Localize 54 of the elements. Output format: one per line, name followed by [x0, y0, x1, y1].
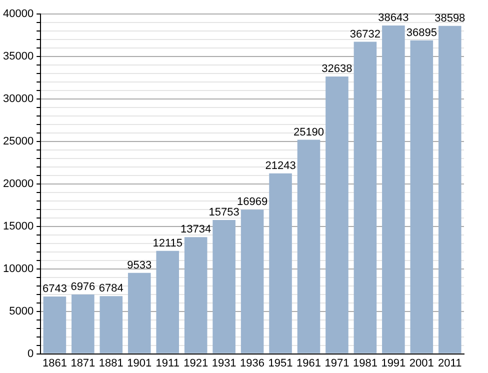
- y-tick-label: 25000: [2, 135, 34, 148]
- y-tick-label: 10000: [2, 262, 34, 275]
- x-tick-label: 1991: [381, 357, 406, 370]
- x-tick-label: 1931: [212, 357, 236, 370]
- bar: [326, 76, 348, 354]
- data-label: 6743: [42, 283, 67, 296]
- data-label: 25190: [293, 126, 324, 138]
- x-tick-label: 1971: [324, 357, 350, 370]
- bar: [184, 237, 208, 354]
- data-label: 38598: [434, 12, 466, 24]
- x-tick-label: 1861: [42, 357, 67, 370]
- bar: [269, 173, 292, 354]
- y-tick-label: 0: [27, 348, 34, 360]
- x-tick-label: 1951: [268, 357, 293, 370]
- bar: [240, 210, 264, 354]
- data-label: 13734: [180, 224, 212, 236]
- x-tick-label: 1911: [156, 357, 180, 370]
- bar: [43, 296, 66, 354]
- bar: [212, 220, 236, 354]
- x-tick-label: 1936: [240, 357, 265, 370]
- x-tick-label: 1961: [296, 357, 321, 370]
- bar: [382, 26, 405, 354]
- data-label: 36895: [406, 26, 437, 39]
- x-tick-label: 1901: [127, 357, 152, 370]
- bar: [297, 140, 320, 354]
- y-tick-label: 30000: [2, 92, 34, 105]
- bar: [410, 40, 434, 354]
- bar: [156, 250, 180, 354]
- y-tick-label: 15000: [2, 220, 34, 232]
- x-tick-label: 1921: [184, 357, 208, 370]
- y-tick-label: 35000: [2, 50, 34, 63]
- y-tick-label: 40000: [2, 8, 34, 20]
- x-tick-label: 1981: [352, 357, 378, 370]
- data-label: 38643: [378, 12, 409, 24]
- bar: [354, 42, 377, 354]
- data-label: 21243: [265, 160, 296, 172]
- bar: [128, 272, 151, 354]
- data-label: 16969: [236, 196, 268, 208]
- data-label: 36732: [350, 28, 380, 40]
- x-tick-label: 1881: [98, 357, 124, 370]
- bar: [438, 26, 462, 354]
- data-label: 15753: [208, 206, 240, 219]
- y-tick-label: 5000: [9, 305, 34, 318]
- x-tick-label: 2011: [438, 357, 462, 370]
- data-label: 9533: [127, 259, 152, 272]
- bar: [100, 296, 123, 354]
- data-label: 6976: [70, 281, 96, 294]
- data-label: 32638: [322, 63, 352, 76]
- x-tick-label: 1871: [70, 357, 96, 370]
- x-tick-label: 2001: [409, 357, 434, 370]
- data-label: 6784: [98, 282, 124, 295]
- bar: [72, 294, 94, 354]
- y-tick-label: 20000: [2, 178, 34, 190]
- data-label: 12115: [152, 237, 182, 250]
